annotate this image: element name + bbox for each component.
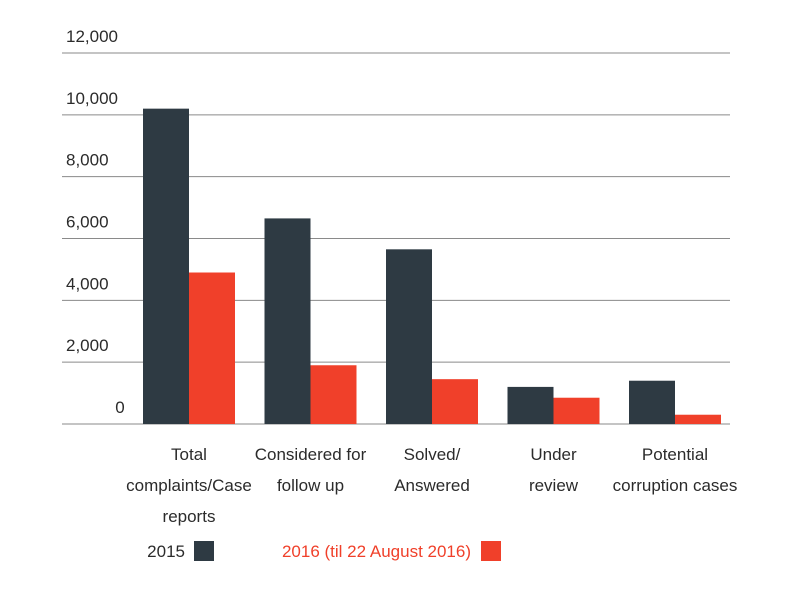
legend-label-2016: 2016 (til 22 August 2016) <box>282 542 471 561</box>
legend: 2015 2016 (til 22 August 2016) <box>147 541 501 561</box>
bar-2015 <box>507 386 554 424</box>
bar-2016 <box>553 397 600 424</box>
y-axis-ticks: 0 2,000 4,000 6,000 8,000 10,000 12,000 <box>66 27 125 417</box>
bar-2015 <box>386 249 432 424</box>
bar-2015 <box>143 108 189 425</box>
x-category-label: Considered for follow up <box>255 445 367 495</box>
y-tick-label: 2,000 <box>66 336 109 355</box>
legend-swatch-2016 <box>481 541 501 561</box>
x-category-label: Total complaints/Case reports <box>126 445 252 526</box>
y-tick-label: 12,000 <box>66 27 118 46</box>
bars <box>143 108 721 425</box>
y-tick-label: 4,000 <box>66 274 109 293</box>
x-category-label: Solved/Answered <box>394 445 470 495</box>
y-tick-label: 10,000 <box>66 89 118 108</box>
y-tick-label: 8,000 <box>66 151 109 170</box>
y-tick-label: 0 <box>115 398 124 417</box>
x-category-label: Under review <box>529 445 579 495</box>
bar-2016 <box>675 414 721 424</box>
bar-2015 <box>264 218 311 424</box>
bar-2016 <box>432 379 478 424</box>
bar-2015 <box>629 380 675 424</box>
bar-2016 <box>189 272 235 424</box>
bar-2016 <box>310 365 357 424</box>
x-category-label: Potential corruption cases <box>613 445 738 495</box>
y-tick-label: 6,000 <box>66 213 109 232</box>
legend-label-2015: 2015 <box>147 542 185 561</box>
legend-swatch-2015 <box>194 541 214 561</box>
